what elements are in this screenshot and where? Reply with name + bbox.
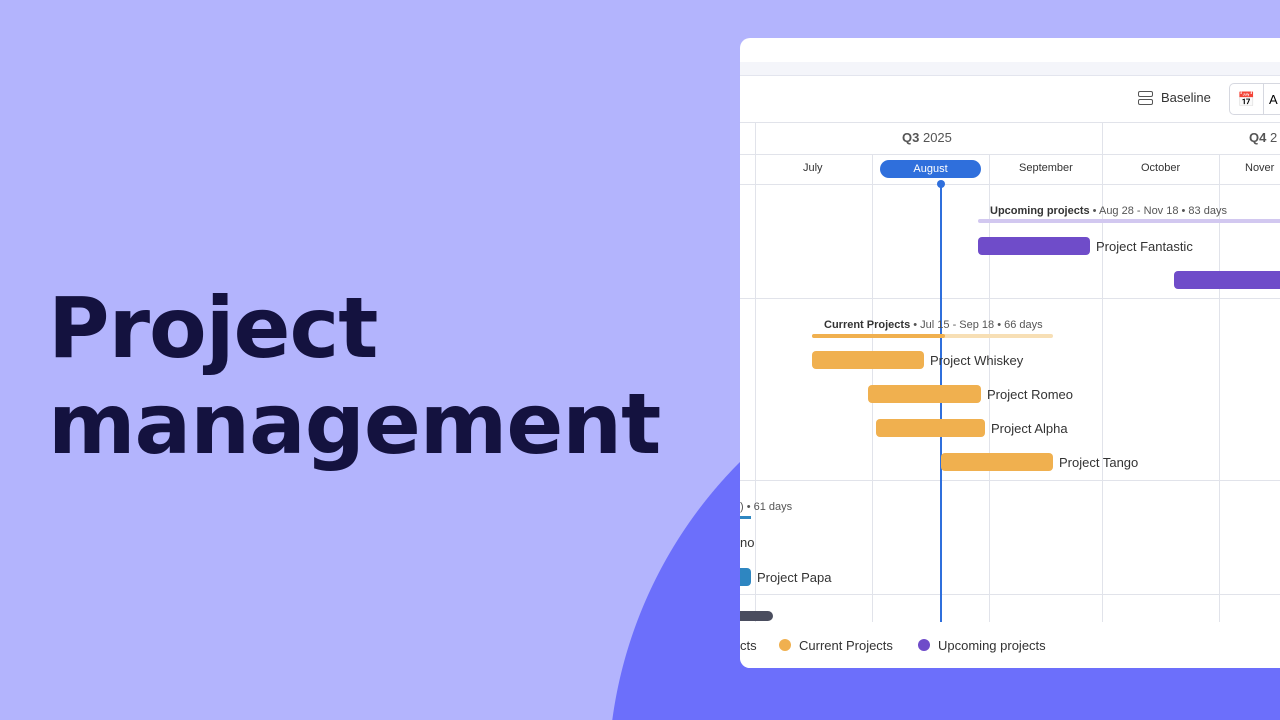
legend-item-partial: cts	[740, 638, 757, 653]
legend: cts Current Projects Upcoming projects	[740, 622, 1280, 668]
month-september: September	[1019, 162, 1073, 174]
gantt-panel: Baseline 📅 A Q3 2025 Q4 2 July August Se…	[740, 38, 1280, 668]
month-october: October	[1141, 162, 1181, 174]
calendar-icon: 📅	[1230, 84, 1264, 114]
quarter-q3: Q3 2025	[902, 130, 952, 145]
label-project-tango: Project Tango	[1059, 455, 1139, 470]
label-project-alpha: Project Alpha	[991, 421, 1068, 436]
page-title: Project management	[48, 279, 661, 473]
bar-project-whiskey[interactable]	[812, 351, 924, 369]
baseline-label: Baseline	[1161, 90, 1211, 105]
date-button[interactable]: 📅 A	[1229, 83, 1280, 115]
legend-item-upcoming: Upcoming projects	[918, 638, 1046, 653]
today-line	[940, 184, 942, 622]
top-strip	[740, 62, 1280, 76]
bar-project-tango[interactable]	[941, 453, 1053, 471]
today-marker	[937, 180, 945, 188]
group-current-span	[812, 334, 1053, 338]
title-line-2: management	[48, 375, 661, 473]
month-november: Nover	[1245, 162, 1275, 174]
group-current-header[interactable]: Current Projects • Jul 15 - Sep 18 • 66 …	[824, 319, 1043, 331]
group-3-span	[740, 516, 751, 519]
date-label: A	[1269, 91, 1278, 107]
legend-item-current: Current Projects	[779, 638, 893, 653]
label-project-whiskey: Project Whiskey	[930, 353, 1024, 368]
month-august-current[interactable]: August	[880, 160, 981, 178]
baseline-button[interactable]: Baseline	[1138, 90, 1211, 105]
bar-project-romeo[interactable]	[868, 385, 981, 403]
group-upcoming-header[interactable]: Upcoming projects • Aug 28 - Nov 18 • 83…	[990, 205, 1227, 217]
bar-upcoming-2[interactable]	[1174, 271, 1280, 289]
scrollbar[interactable]	[740, 611, 773, 621]
month-july: July	[803, 162, 823, 174]
title-line-1: Project	[48, 279, 378, 377]
baseline-icon	[1138, 90, 1153, 105]
label-project-romeo: Project Romeo	[987, 387, 1073, 402]
label-project-partial: no	[740, 535, 755, 550]
bar-project-fantastic[interactable]	[978, 237, 1090, 255]
group-upcoming-span	[978, 219, 1280, 223]
label-project-papa: Project Papa	[757, 570, 832, 585]
label-project-fantastic: Project Fantastic	[1096, 239, 1193, 254]
group-3-summary: ) • 61 days	[740, 501, 793, 513]
bar-project-alpha[interactable]	[876, 419, 985, 437]
bar-project-papa[interactable]	[740, 568, 751, 586]
quarter-q4: Q4 2	[1249, 130, 1278, 145]
